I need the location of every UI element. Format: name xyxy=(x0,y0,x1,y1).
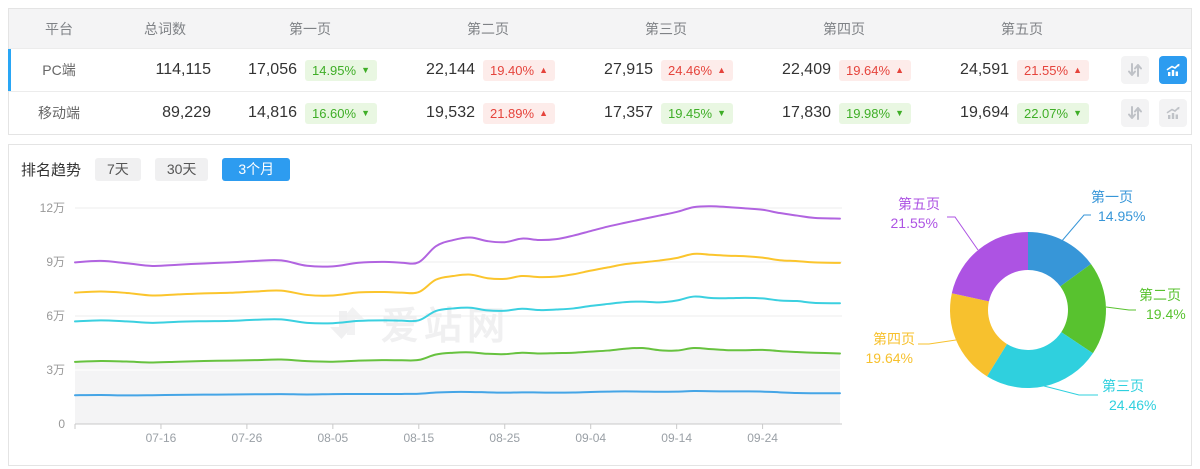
page4-cell: 17,830 19.98% xyxy=(755,102,933,124)
change-badge: 19.98% xyxy=(838,102,911,124)
page4-count: 17,830 xyxy=(782,104,831,121)
page3-cell: 27,915 24.46% xyxy=(577,59,755,81)
donut-label-page5: 第五页 21.55% xyxy=(890,196,940,231)
page5-cell: 24,591 21.55% xyxy=(933,59,1111,81)
trend-line-chart: 0 3万 6万 9万 12万 07-16 07-26 08-05 08-15 08-25 09-04… xyxy=(40,201,1136,445)
aizhan-logo-icon xyxy=(330,306,364,339)
change-direction-icon xyxy=(1073,66,1082,75)
page3-count: 27,915 xyxy=(604,61,653,78)
svg-text:08-15: 08-15 xyxy=(403,431,434,445)
change-badge: 16.60% xyxy=(304,102,377,124)
trend-title: 排名趋势 xyxy=(21,162,82,179)
change-badge: 22.07% xyxy=(1016,102,1089,124)
svg-text:07-16: 07-16 xyxy=(146,431,177,445)
table-row-pc[interactable]: PC端 114,115 17,056 14.95% 22,144 19.40% … xyxy=(8,48,1191,91)
sort-updown-icon[interactable] xyxy=(1121,99,1149,127)
column-header-total: 总词数 xyxy=(144,20,186,37)
column-header-page4: 第四页 xyxy=(823,20,865,37)
change-direction-icon xyxy=(895,66,904,75)
change-badge: 21.55% xyxy=(1016,59,1089,81)
svg-text:08-25: 08-25 xyxy=(489,431,520,445)
total-words-cell: 89,229 xyxy=(162,104,211,121)
change-direction-icon xyxy=(361,66,370,75)
total-words-cell: 114,115 xyxy=(155,61,211,78)
platform-cell: 移动端 xyxy=(38,105,80,121)
table-header-row: 平台 总词数 第一页 第二页 第三页 第四页 第五页 xyxy=(9,9,1191,48)
column-header-platform: 平台 xyxy=(45,20,73,37)
column-header-page2: 第二页 xyxy=(467,20,509,37)
page4-cell: 22,409 19.64% xyxy=(755,59,933,81)
svg-text:9万: 9万 xyxy=(46,255,65,269)
trend-toolbar: 排名趋势 7天 30天 3个月 xyxy=(9,145,1191,181)
tab-3months[interactable]: 3个月 xyxy=(222,158,291,181)
change-direction-icon xyxy=(539,109,548,118)
donut-label-page3: 第三页 24.46% xyxy=(1102,378,1157,413)
page4-count: 22,409 xyxy=(782,61,831,78)
change-badge: 24.46% xyxy=(660,59,733,81)
page5-count: 24,591 xyxy=(960,61,1009,78)
page2-cell: 22,144 19.40% xyxy=(399,59,577,81)
column-header-page3: 第三页 xyxy=(645,20,687,37)
change-badge: 19.40% xyxy=(482,59,555,81)
change-badge: 19.64% xyxy=(838,59,911,81)
change-direction-icon xyxy=(895,109,904,118)
page2-count: 22,144 xyxy=(426,61,475,78)
column-header-page5: 第五页 xyxy=(1001,20,1043,37)
donut-label-page2: 第二页 19.4% xyxy=(1139,287,1186,322)
tab-7days[interactable]: 7天 xyxy=(95,158,141,181)
change-direction-icon xyxy=(361,109,370,118)
page3-cell: 17,357 19.45% xyxy=(577,102,755,124)
change-badge: 14.95% xyxy=(304,59,377,81)
page3-count: 17,357 xyxy=(604,104,653,121)
svg-text:07-26: 07-26 xyxy=(232,431,263,445)
svg-text:0: 0 xyxy=(58,417,65,431)
svg-text:09-24: 09-24 xyxy=(747,431,778,445)
donut-label-page4: 第四页 19.64% xyxy=(865,331,915,366)
svg-text:12万: 12万 xyxy=(40,201,65,215)
svg-text:3万: 3万 xyxy=(46,363,65,377)
tab-30days[interactable]: 30天 xyxy=(154,158,209,181)
change-direction-icon xyxy=(1073,109,1082,118)
svg-text:08-05: 08-05 xyxy=(317,431,348,445)
page1-cell: 14,816 16.60% xyxy=(221,102,399,124)
trend-chart-icon[interactable] xyxy=(1159,99,1187,127)
svg-text:09-04: 09-04 xyxy=(575,431,606,445)
change-badge: 19.45% xyxy=(660,102,733,124)
aizhan-watermark: 爱站网 xyxy=(325,295,510,350)
page2-cell: 19,532 21.89% xyxy=(399,102,577,124)
svg-text:6万: 6万 xyxy=(46,309,65,323)
change-direction-icon xyxy=(717,109,726,118)
page1-cell: 17,056 14.95% xyxy=(221,59,399,81)
change-badge: 21.89% xyxy=(482,102,555,124)
donut-label-page1: 第一页 14.95% xyxy=(1091,189,1146,224)
platform-cell: PC端 xyxy=(42,62,76,78)
watermark-text: 爱站网 xyxy=(381,306,511,348)
page5-cell: 19,694 22.07% xyxy=(933,102,1111,124)
table-row-mobile[interactable]: 移动端 89,229 14,816 16.60% 19,532 21.89% 1… xyxy=(9,91,1191,134)
trend-chart-icon[interactable] xyxy=(1159,56,1187,84)
change-direction-icon xyxy=(717,66,726,75)
page1-count: 17,056 xyxy=(248,61,297,78)
svg-text:09-14: 09-14 xyxy=(661,431,692,445)
page2-count: 19,532 xyxy=(426,104,475,121)
page1-count: 14,816 xyxy=(248,104,297,121)
change-direction-icon xyxy=(539,66,548,75)
page5-count: 19,694 xyxy=(960,104,1009,121)
keyword-rank-table: 平台 总词数 第一页 第二页 第三页 第四页 第五页 PC端 114,115 1… xyxy=(8,8,1192,135)
rank-trend-panel: 排名趋势 7天 30天 3个月 爱站网 0 3万 6万 9万 12万 07-16 07-26… xyxy=(8,144,1192,466)
sort-updown-icon[interactable] xyxy=(1121,56,1149,84)
column-header-page1: 第一页 xyxy=(289,20,331,37)
